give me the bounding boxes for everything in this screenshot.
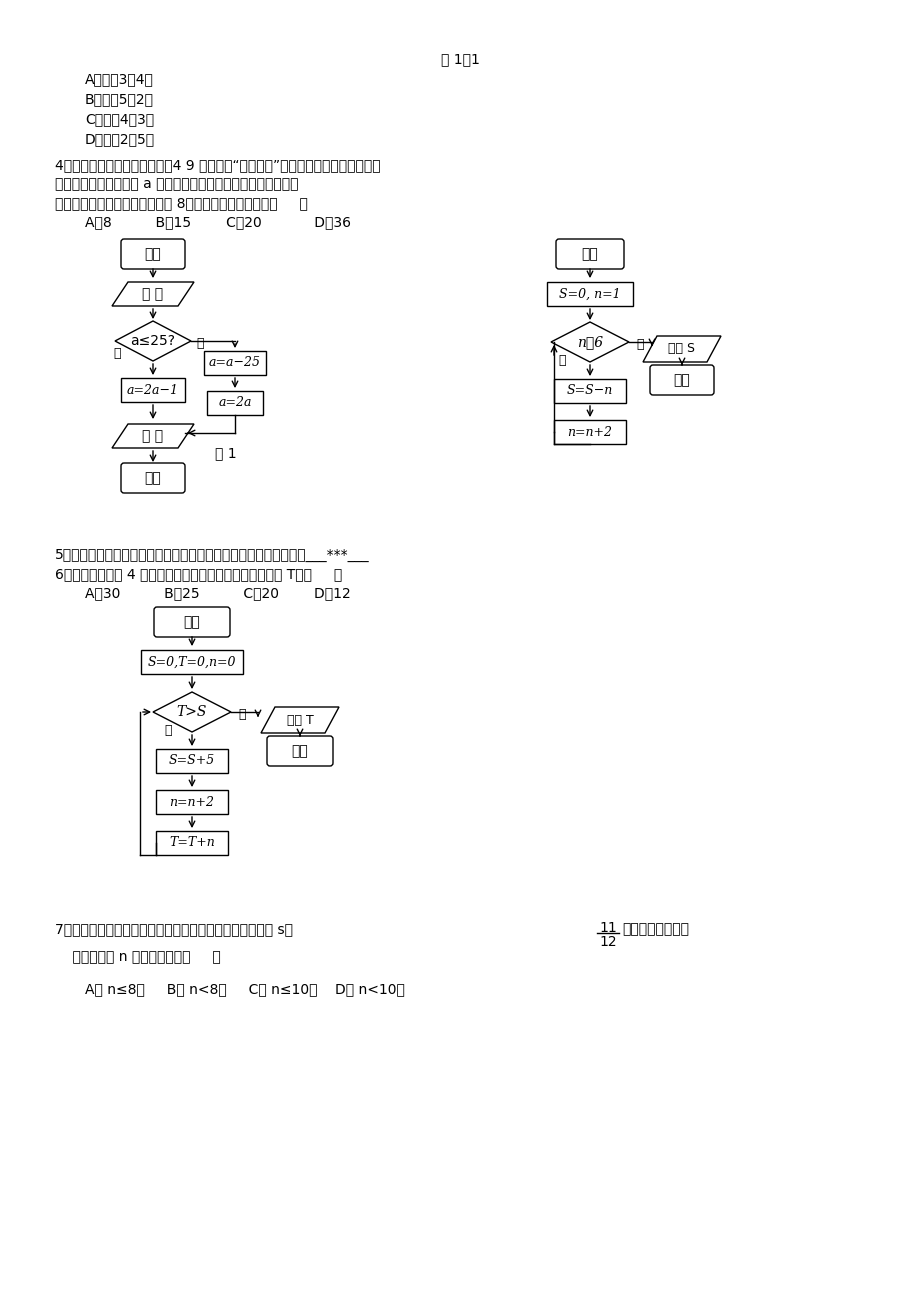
Text: 输 出: 输 出: [142, 428, 164, 443]
Bar: [156, 831, 228, 855]
Text: 11: 11: [598, 921, 617, 935]
Text: 的程序框图执行（其中 a 为座位号），并以输出的值作为下一轮: 的程序框图执行（其中 a 为座位号），并以输出的值作为下一轮: [55, 177, 298, 191]
Bar: [547, 283, 632, 306]
Polygon shape: [112, 283, 194, 306]
Polygon shape: [261, 707, 338, 733]
Text: n=n+2: n=n+2: [169, 796, 214, 809]
Bar: [121, 378, 185, 402]
Text: a≤25?: a≤25?: [130, 335, 176, 348]
Text: 输 入: 输 入: [142, 286, 164, 301]
Text: 12: 12: [598, 935, 616, 949]
Bar: [141, 650, 243, 674]
Text: D．［－2，5］: D．［－2，5］: [85, 132, 155, 146]
Text: 图 1: 图 1: [215, 447, 236, 460]
Text: 输出 S: 输出 S: [668, 342, 695, 355]
Text: a=2a−1: a=2a−1: [127, 384, 179, 397]
Text: a=a−25: a=a−25: [209, 357, 261, 370]
FancyBboxPatch shape: [121, 240, 185, 270]
Text: C．［－4，3］: C．［－4，3］: [85, 112, 154, 126]
FancyBboxPatch shape: [153, 607, 230, 637]
Bar: [204, 352, 266, 375]
Text: B．［－5，2］: B．［－5，2］: [85, 92, 153, 105]
Text: A．［－3，4］: A．［－3，4］: [85, 72, 153, 86]
Polygon shape: [642, 336, 720, 362]
Text: 开始: 开始: [184, 615, 200, 629]
FancyBboxPatch shape: [650, 365, 713, 395]
FancyBboxPatch shape: [267, 736, 333, 766]
Text: S=0,T=0,n=0: S=0,T=0,n=0: [148, 655, 236, 668]
Polygon shape: [550, 322, 629, 362]
Text: S=0, n=1: S=0, n=1: [559, 288, 620, 301]
Text: 是: 是: [113, 348, 120, 359]
Bar: [553, 379, 625, 404]
Text: 4、（佛山市高三二模）某班有4 9 位同学玩“数字接龙”游戏，具体规则按如图所示: 4、（佛山市高三二模）某班有4 9 位同学玩“数字接龙”游戏，具体规则按如图所示: [55, 158, 380, 172]
Polygon shape: [112, 424, 194, 448]
Text: T>S: T>S: [176, 704, 207, 719]
Text: 开始: 开始: [144, 247, 161, 260]
Text: A． n≤8？     B． n<8？     C． n≤10？    D． n<10？: A． n≤8？ B． n<8？ C． n≤10？ D． n<10？: [85, 982, 404, 996]
Text: 否: 否: [165, 724, 172, 737]
Text: 否: 否: [196, 337, 203, 350]
Text: A．30          B．25          C．20        D．12: A．30 B．25 C．20 D．12: [85, 586, 350, 600]
Text: A．8          B．15        C．20            D．36: A．8 B．15 C．20 D．36: [85, 215, 351, 229]
Text: 结束: 结束: [673, 372, 689, 387]
Bar: [553, 421, 625, 444]
Text: 结束: 结束: [291, 743, 308, 758]
Text: 输入的值。若第一次输入的值为 8，则第三次输出的值为（     ）: 输入的值。若第一次输入的值为 8，则第三次输出的值为（ ）: [55, 197, 308, 210]
Text: S=S+5: S=S+5: [169, 754, 215, 767]
Text: 填入的关于 n 的判断条件是（     ）: 填入的关于 n 的判断条件是（ ）: [55, 950, 221, 963]
Text: 7、（茂名市高三二模）如图所示，程序框图的输出结果是 s＝: 7、（茂名市高三二模）如图所示，程序框图的输出结果是 s＝: [55, 922, 292, 936]
Text: 5、（广州市高三一模）右上图是一个算法的流程图，则最后输出的___***___: 5、（广州市高三一模）右上图是一个算法的流程图，则最后输出的___***___: [55, 548, 369, 562]
Text: 开始: 开始: [581, 247, 597, 260]
Text: 输出 T: 输出 T: [287, 713, 313, 727]
Bar: [207, 391, 263, 415]
Text: S=S−n: S=S−n: [566, 384, 612, 397]
Polygon shape: [115, 322, 191, 361]
Text: 6、（惠州市高三 4 月模拟）执行如图的程序框图，输出的 T＝（     ）: 6、（惠州市高三 4 月模拟）执行如图的程序框图，输出的 T＝（ ）: [55, 566, 342, 581]
Text: ，那么判断框中应: ，那么判断框中应: [621, 922, 688, 936]
Text: a=2a: a=2a: [218, 397, 252, 410]
FancyBboxPatch shape: [555, 240, 623, 270]
Text: n≦6: n≦6: [576, 335, 603, 349]
Polygon shape: [153, 691, 231, 732]
FancyBboxPatch shape: [121, 464, 185, 493]
Text: T=T+n: T=T+n: [169, 836, 215, 849]
Bar: [156, 790, 228, 814]
Text: n=n+2: n=n+2: [567, 426, 612, 439]
Text: 是: 是: [558, 354, 565, 367]
Bar: [156, 749, 228, 773]
Text: 否: 否: [635, 339, 642, 352]
Text: 是: 是: [238, 708, 245, 721]
Text: 图 1－1: 图 1－1: [440, 52, 479, 66]
Text: 结束: 结束: [144, 471, 161, 486]
